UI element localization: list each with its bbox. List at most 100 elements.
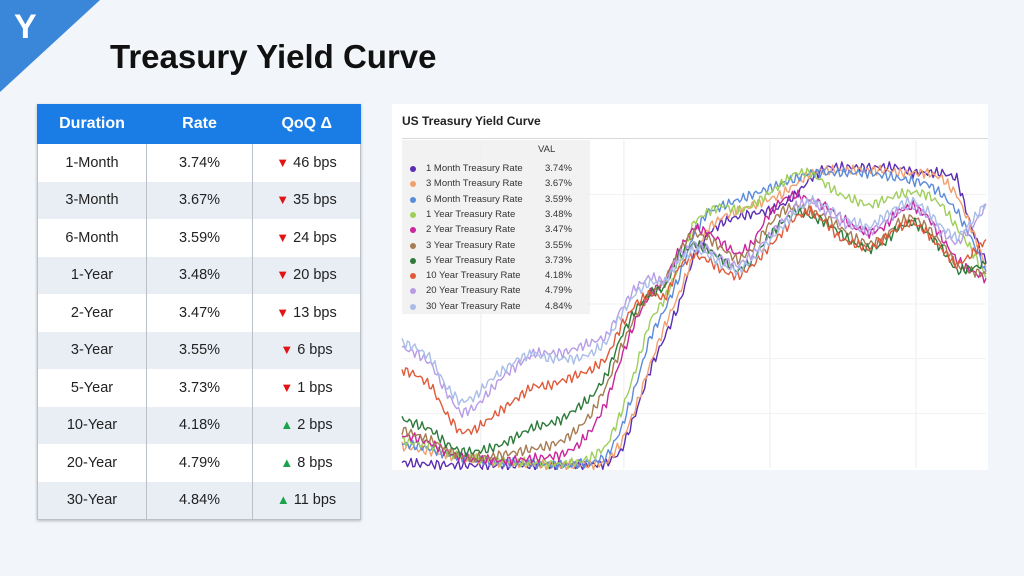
table-row: 20-Year 4.79% ▲ 8 bps — [37, 444, 361, 482]
legend-series-value: 3.47% — [545, 224, 572, 236]
legend-series-name: 1 Year Treasury Rate — [426, 208, 516, 220]
duration-cell: 6-Month — [37, 219, 147, 257]
triangle-down-icon: ▼ — [276, 267, 290, 283]
qoq-change-cell: ▲ 2 bps — [252, 406, 361, 444]
legend-swatch-icon — [410, 196, 416, 203]
legend-item: 5 Year Treasury Rate 3.73% — [402, 254, 590, 269]
change-value: 6 bps — [297, 342, 333, 359]
rate-cell: 4.18% — [146, 406, 253, 444]
legend-item: 3 Year Treasury Rate 3.55% — [402, 239, 590, 254]
table-row: 5-Year 3.73% ▼ 1 bps — [37, 369, 361, 407]
change-value: 13 bps — [293, 304, 337, 321]
triangle-down-icon: ▼ — [276, 192, 290, 208]
qoq-change-cell: ▼ 1 bps — [252, 369, 361, 407]
legend-swatch-icon — [410, 242, 416, 249]
rate-cell: 3.67% — [146, 181, 253, 219]
legend-series-value: 4.84% — [545, 300, 572, 312]
qoq-change-cell: ▲ 8 bps — [252, 444, 361, 482]
legend-series-name: 3 Year Treasury Rate — [426, 239, 516, 251]
legend-item: 6 Month Treasury Rate 3.59% — [402, 193, 590, 208]
legend-series-name: 30 Year Treasury Rate — [426, 300, 521, 312]
rate-cell: 3.48% — [146, 256, 253, 294]
qoq-change-cell: ▼ 24 bps — [252, 219, 361, 257]
legend-item: 3 Month Treasury Rate 3.67% — [402, 177, 590, 192]
legend-series-value: 3.73% — [545, 254, 572, 266]
legend-series-name: 5 Year Treasury Rate — [426, 254, 516, 266]
legend-series-name: 10 Year Treasury Rate — [426, 270, 521, 282]
qoq-change-cell: ▼ 46 bps — [252, 144, 361, 182]
change-value: 1 bps — [297, 379, 333, 396]
legend-swatch-icon — [410, 166, 416, 172]
table-row: 1-Year 3.48% ▼ 20 bps — [37, 256, 361, 294]
legend-series-value: 3.67% — [545, 178, 572, 190]
logo-y-icon: Y — [14, 8, 37, 46]
triangle-down-icon: ▼ — [280, 379, 294, 395]
legend-series-value: 3.48% — [545, 208, 572, 220]
brand-logo: Y — [0, 0, 100, 92]
legend-item: 1 Year Treasury Rate 3.48% — [402, 208, 590, 223]
legend-swatch-icon — [410, 227, 416, 234]
duration-cell: 2-Year — [37, 294, 147, 332]
legend-swatch-icon — [410, 181, 416, 188]
chart-title: US Treasury Yield Curve — [402, 114, 541, 128]
duration-cell: 10-Year — [37, 406, 147, 444]
legend-series-name: 2 Year Treasury Rate — [426, 224, 516, 236]
series-line-10 — [401, 194, 987, 406]
change-value: 35 bps — [293, 192, 337, 209]
table-row: 1-Month 3.74% ▼ 46 bps — [37, 144, 361, 182]
duration-cell: 3-Month — [37, 181, 147, 219]
change-value: 2 bps — [297, 417, 333, 434]
qoq-change-cell: ▼ 35 bps — [252, 181, 361, 219]
legend-item: 10 Year Treasury Rate 4.18% — [402, 269, 590, 284]
change-value: 8 bps — [297, 454, 333, 471]
duration-cell: 1-Year — [37, 256, 147, 294]
legend-swatch-icon — [410, 273, 416, 280]
legend-item: 20 Year Treasury Rate 4.79% — [402, 284, 590, 299]
rate-cell: 3.74% — [146, 144, 253, 182]
rate-cell: 3.59% — [146, 219, 253, 257]
legend-series-name: 3 Month Treasury Rate — [426, 178, 523, 190]
legend-series-name: 6 Month Treasury Rate — [426, 193, 523, 205]
triangle-up-icon: ▲ — [280, 417, 294, 433]
legend-header: VAL — [538, 144, 556, 155]
series-line-6 — [401, 202, 987, 463]
chart-plot — [401, 140, 987, 470]
change-value: 20 bps — [293, 267, 337, 284]
legend-swatch-icon — [410, 257, 416, 264]
legend-series-value: 3.59% — [545, 193, 572, 205]
legend-series-name: 20 Year Treasury Rate — [426, 285, 521, 297]
legend-series-name: 1 Month Treasury Rate — [426, 163, 523, 174]
qoq-change-cell: ▲ 11 bps — [252, 481, 361, 520]
legend-series-value: 4.18% — [545, 270, 572, 282]
page-title: Treasury Yield Curve — [110, 38, 437, 75]
change-value: 24 bps — [293, 229, 337, 246]
legend-item: 2 Year Treasury Rate 3.47% — [402, 223, 590, 238]
legend-swatch-icon — [410, 211, 416, 218]
qoq-change-cell: ▼ 13 bps — [252, 294, 361, 332]
series-line-9 — [401, 197, 987, 418]
triangle-down-icon: ▼ — [276, 154, 290, 170]
triangle-up-icon: ▲ — [276, 492, 290, 508]
qoq-change-cell: ▼ 6 bps — [252, 331, 361, 369]
duration-cell: 20-Year — [37, 444, 147, 482]
chart-legend: VAL 1 Month Treasury Rate 3.74% 3 Month Tr… — [402, 140, 590, 314]
series-line-8 — [401, 205, 987, 435]
triangle-down-icon: ▼ — [276, 304, 290, 320]
table-row: 3-Year 3.55% ▼ 6 bps — [37, 331, 361, 369]
table-row: 3-Month 3.67% ▼ 35 bps — [37, 181, 361, 219]
legend-item: 1 Month Treasury Rate 3.74% — [402, 162, 590, 177]
qoq-change-cell: ▼ 20 bps — [252, 256, 361, 294]
legend-item: 30 Year Treasury Rate 4.84% — [402, 300, 590, 315]
treasury-rates-table: Duration Rate QoQ Δ 1-Month 3.74% ▼ 46 bps 3… — [37, 104, 361, 520]
duration-cell: 5-Year — [37, 369, 147, 407]
column-header-rate: Rate — [146, 104, 253, 144]
legend-swatch-icon — [410, 303, 416, 310]
column-header-duration: Duration — [37, 104, 147, 144]
legend-swatch-icon — [410, 288, 416, 295]
rate-cell: 4.84% — [146, 481, 253, 520]
legend-series-value: 3.55% — [545, 239, 572, 251]
rate-cell: 3.73% — [146, 369, 253, 407]
change-value: 11 bps — [293, 492, 337, 509]
table-header-row: Duration Rate QoQ Δ — [37, 104, 361, 144]
duration-cell: 1-Month — [37, 144, 147, 182]
